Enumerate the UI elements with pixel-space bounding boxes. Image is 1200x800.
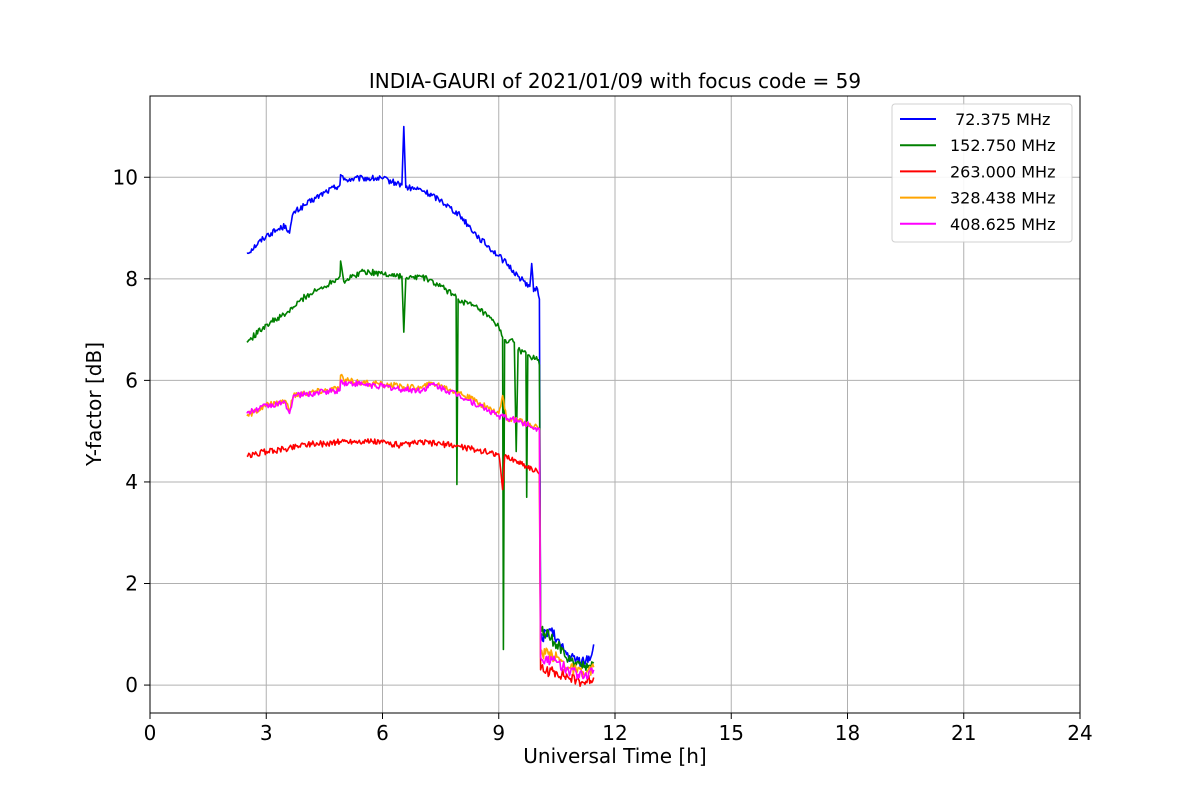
plot-frame bbox=[149, 95, 1081, 714]
x-axis-label: Universal Time [h] bbox=[523, 744, 706, 768]
y-tick-label: 2 bbox=[125, 572, 138, 596]
y-tick-label: 6 bbox=[125, 368, 138, 392]
series-line bbox=[246, 438, 595, 687]
chart-title: INDIA-GAURI of 2021/01/09 with focus cod… bbox=[369, 69, 861, 93]
x-tick-label: 3 bbox=[260, 721, 273, 745]
legend-label: 328.438 MHz bbox=[950, 189, 1055, 208]
series-group bbox=[246, 125, 595, 687]
x-tick-label: 21 bbox=[951, 721, 976, 745]
y-axis-label: Y-factor [dB] bbox=[82, 342, 106, 467]
y-tick-label: 0 bbox=[125, 673, 138, 697]
y-tick-label: 10 bbox=[113, 165, 138, 189]
x-tick-label: 9 bbox=[492, 721, 505, 745]
legend-label: 263.000 MHz bbox=[950, 162, 1055, 181]
x-tick-label: 12 bbox=[602, 721, 627, 745]
series-line bbox=[246, 125, 595, 667]
legend-label: 72.375 MHz bbox=[950, 110, 1050, 129]
legend-label: 408.625 MHz bbox=[950, 215, 1055, 234]
x-tick-label: 15 bbox=[719, 721, 744, 745]
x-tick-label: 18 bbox=[835, 721, 860, 745]
y-tick-label: 8 bbox=[125, 267, 138, 291]
series-line bbox=[246, 379, 595, 680]
series-line bbox=[246, 260, 595, 671]
x-tick-label: 6 bbox=[376, 721, 389, 745]
y-tick-label: 4 bbox=[125, 470, 138, 494]
legend: 72.375 MHz 152.750 MHz 263.000 MHz 328.438 … bbox=[891, 103, 1073, 243]
legend-label: 152.750 MHz bbox=[950, 136, 1055, 155]
x-tick-label: 0 bbox=[144, 721, 157, 745]
legend-box bbox=[891, 103, 1073, 243]
x-tick-label: 24 bbox=[1067, 721, 1092, 745]
